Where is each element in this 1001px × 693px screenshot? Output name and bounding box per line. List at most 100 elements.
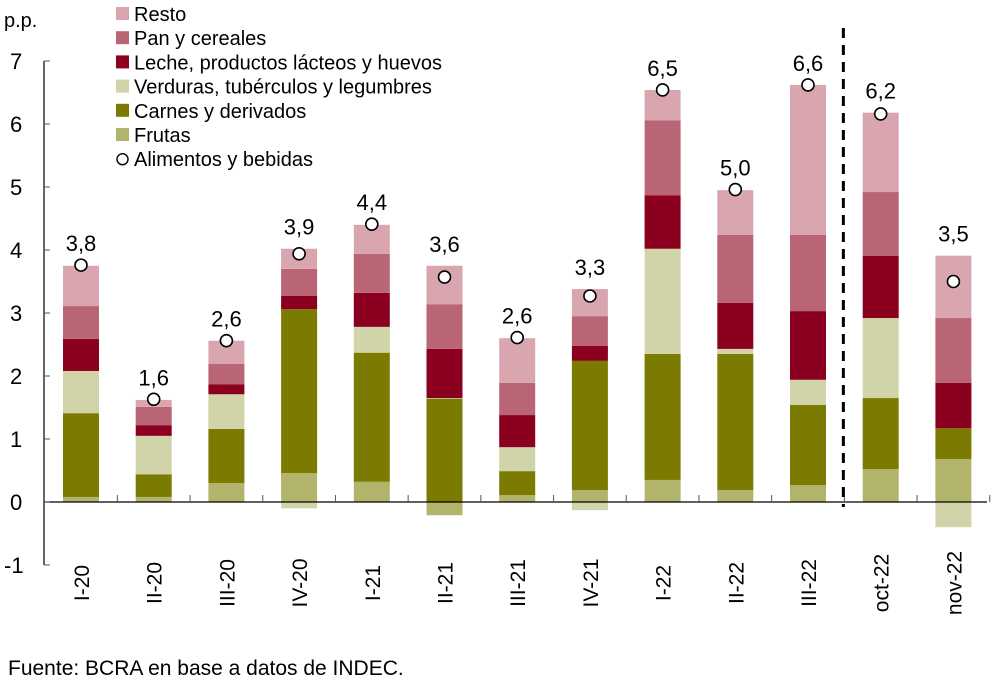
x-tick-label: III-20 bbox=[216, 559, 239, 607]
bar-segment-verduras-tubérculos-y-legumbres bbox=[571, 502, 608, 511]
total-data-label: 4,4 bbox=[357, 190, 388, 215]
bar-segment-carnes-y-derivados bbox=[499, 471, 536, 496]
legend-label: Carnes y derivados bbox=[134, 101, 306, 123]
total-marker bbox=[873, 107, 888, 121]
bar-segment-carnes-y-derivados bbox=[717, 353, 754, 491]
bar-segment-leche-productos-lácteos-y-huevos bbox=[862, 255, 899, 319]
legend-marker-circle bbox=[116, 152, 129, 166]
bar-segment-verduras-tubérculos-y-legumbres bbox=[353, 326, 390, 353]
bar-segment-leche-productos-lácteos-y-huevos bbox=[644, 195, 681, 249]
bar-segment-frutas bbox=[426, 502, 463, 516]
y-tick-label: 1 bbox=[10, 427, 22, 452]
bar-segment-frutas bbox=[862, 469, 899, 502]
bar-group-II-20 bbox=[135, 399, 172, 502]
bar-segment-leche-productos-lácteos-y-huevos bbox=[135, 425, 172, 436]
bar-segment-leche-productos-lácteos-y-huevos bbox=[935, 382, 972, 429]
bar-segment-frutas bbox=[644, 479, 681, 502]
legend-label: Resto bbox=[134, 4, 186, 26]
bar-segment-pan-y-cereales bbox=[208, 364, 245, 385]
bar-group-III-22 bbox=[790, 84, 826, 502]
bar-group-II-21 bbox=[426, 265, 463, 516]
x-tick-label: I-21 bbox=[362, 565, 385, 601]
bar-segment-frutas bbox=[935, 459, 972, 502]
bar-segment-leche-productos-lácteos-y-huevos bbox=[353, 292, 390, 327]
legend-swatch bbox=[116, 79, 129, 93]
bar-segment-carnes-y-derivados bbox=[426, 398, 463, 502]
legend-label: Leche, productos lácteos y huevos bbox=[134, 52, 442, 74]
y-tick-label: 7 bbox=[10, 49, 22, 74]
x-tick-label: I-20 bbox=[71, 565, 94, 601]
total-data-label: 5,0 bbox=[720, 156, 751, 181]
total-data-label: 3,9 bbox=[284, 215, 315, 240]
total-marker bbox=[219, 333, 234, 348]
total-marker bbox=[292, 246, 306, 261]
x-tick-label: II-20 bbox=[144, 562, 167, 604]
total-marker bbox=[946, 274, 961, 289]
bar-segment-resto bbox=[499, 338, 536, 383]
bar-segment-leche-productos-lácteos-y-huevos bbox=[281, 295, 318, 310]
bar-segment-leche-productos-lácteos-y-huevos bbox=[499, 415, 536, 448]
bar-segment-leche-productos-lácteos-y-huevos bbox=[208, 384, 245, 395]
legend-item: Pan y cereales bbox=[116, 28, 266, 50]
bar-group-III-21 bbox=[499, 338, 536, 502]
total-marker bbox=[655, 83, 670, 97]
y-tick-label: 5 bbox=[10, 175, 22, 200]
legend-item: Alimentos y bebidas bbox=[116, 149, 313, 171]
bar-segment-pan-y-cereales bbox=[426, 304, 463, 349]
bar-segment-pan-y-cereales bbox=[281, 268, 318, 296]
y-tick-label: 6 bbox=[10, 112, 22, 137]
bar-group-IV-21 bbox=[571, 289, 608, 511]
total-marker bbox=[801, 78, 815, 92]
bar-segment-verduras-tubérculos-y-legumbres bbox=[790, 379, 826, 405]
total-marker bbox=[728, 182, 743, 197]
legend-item: Resto bbox=[116, 4, 186, 26]
legend-label: Pan y cereales bbox=[134, 28, 266, 50]
bar-segment-carnes-y-derivados bbox=[644, 353, 681, 480]
x-tick-label: nov-22 bbox=[943, 551, 966, 615]
legend-label: Frutas bbox=[134, 125, 191, 147]
total-data-label: 3,8 bbox=[66, 231, 97, 256]
bar-segment-pan-y-cereales bbox=[63, 306, 99, 339]
bar-group-II-22 bbox=[717, 190, 754, 502]
bar-segment-verduras-tubérculos-y-legumbres bbox=[644, 248, 681, 354]
x-tick-label: II-22 bbox=[725, 562, 748, 604]
x-tick-label: II-21 bbox=[435, 562, 458, 604]
bar-segment-leche-productos-lácteos-y-huevos bbox=[426, 348, 463, 399]
bar-segment-frutas bbox=[499, 495, 536, 502]
bar-segment-verduras-tubérculos-y-legumbres bbox=[63, 370, 99, 414]
x-tick-label: IV-21 bbox=[580, 558, 603, 607]
bar-segment-verduras-tubérculos-y-legumbres bbox=[135, 435, 172, 475]
legend-item: Leche, productos lácteos y huevos bbox=[116, 52, 442, 74]
bar-segment-frutas bbox=[571, 490, 608, 502]
bar-segment-resto bbox=[862, 112, 899, 193]
markers-layer: 3,8 1,6 2,6 3,9 4,4 3,6 2,6 3,3 6,5 5,0 6,6 6,2 3,5 bbox=[66, 51, 969, 407]
total-marker bbox=[74, 258, 88, 272]
total-data-label: 3,6 bbox=[429, 232, 460, 257]
bar-segment-carnes-y-derivados bbox=[135, 474, 172, 497]
bar-segment-verduras-tubérculos-y-legumbres bbox=[717, 348, 754, 354]
axes-layer: I-20 II-20 III-20 IV-20 I-21 II-21 III-21 IV-21… bbox=[4, 28, 991, 615]
bar-segment-leche-productos-lácteos-y-huevos bbox=[717, 302, 754, 349]
bar-segment-frutas bbox=[790, 484, 826, 502]
total-data-label: 3,5 bbox=[938, 222, 969, 247]
total-marker bbox=[146, 392, 161, 407]
total-marker bbox=[583, 289, 597, 303]
bar-segment-leche-productos-lácteos-y-huevos bbox=[790, 311, 826, 380]
bar-segment-pan-y-cereales bbox=[353, 253, 390, 293]
legend-item: Frutas bbox=[116, 125, 191, 147]
bar-segment-carnes-y-derivados bbox=[281, 309, 318, 474]
bar-segment-frutas bbox=[63, 496, 99, 502]
total-marker bbox=[364, 217, 379, 231]
total-data-label: 6,6 bbox=[793, 51, 824, 76]
total-data-label: 2,6 bbox=[502, 304, 533, 329]
bar-segment-carnes-y-derivados bbox=[353, 352, 390, 482]
bar-segment-frutas bbox=[135, 496, 172, 502]
bar-group-IV-20 bbox=[281, 248, 318, 509]
bar-segment-pan-y-cereales bbox=[935, 318, 972, 383]
total-data-label: 6,2 bbox=[865, 79, 896, 104]
legend-label: Verduras, tubérculos y legumbres bbox=[134, 77, 432, 99]
x-tick-label: III-22 bbox=[798, 559, 821, 607]
y-tick-label: 4 bbox=[10, 238, 22, 263]
legend-swatch bbox=[116, 55, 129, 69]
legend-swatch bbox=[116, 103, 129, 117]
